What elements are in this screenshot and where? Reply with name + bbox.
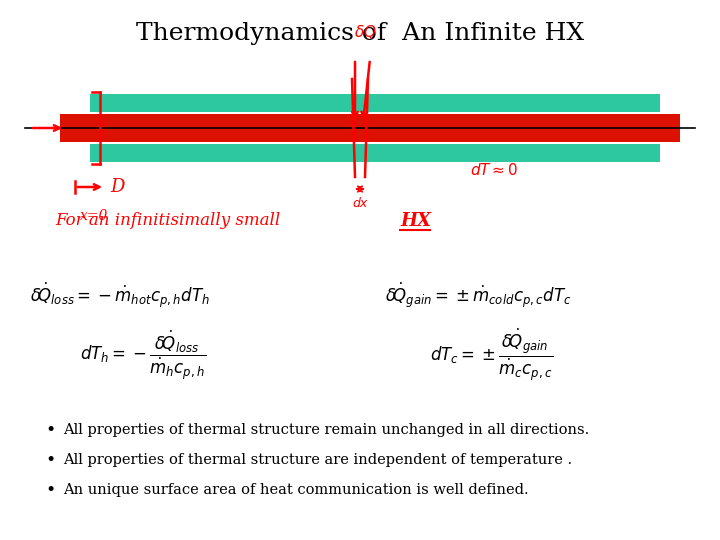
- Text: All properties of thermal structure are independent of temperature .: All properties of thermal structure are …: [63, 453, 572, 467]
- Text: $\delta\!\dot{Q}_{gain} = \pm\dot{m}_{cold}c_{p,c}dT_c$: $\delta\!\dot{Q}_{gain} = \pm\dot{m}_{co…: [385, 280, 572, 309]
- Bar: [60, 114, 680, 142]
- Text: $dT\approx 0$: $dT\approx 0$: [470, 162, 518, 178]
- Bar: [90, 94, 660, 112]
- Text: $dT_h = -\dfrac{\delta\!\dot{Q}_{loss}}{\dot{m}_h c_{p,h}}$: $dT_h = -\dfrac{\delta\!\dot{Q}_{loss}}{…: [80, 328, 206, 382]
- Text: D: D: [110, 178, 125, 196]
- Text: •: •: [45, 481, 55, 499]
- Text: •: •: [45, 421, 55, 439]
- Text: Thermodynamics of  An Infinite HX: Thermodynamics of An Infinite HX: [136, 22, 584, 45]
- Text: All properties of thermal structure remain unchanged in all directions.: All properties of thermal structure rema…: [63, 423, 589, 437]
- Text: •: •: [45, 451, 55, 469]
- Text: $dT_c = \pm\dfrac{\delta\!\dot{Q}_{gain}}{\dot{m}_c c_{p,c}}$: $dT_c = \pm\dfrac{\delta\!\dot{Q}_{gain}…: [430, 327, 553, 383]
- Bar: [90, 144, 660, 162]
- Text: x=0: x=0: [80, 209, 109, 223]
- Text: For an infinitisimally small: For an infinitisimally small: [55, 212, 280, 229]
- Text: An unique surface area of heat communication is well defined.: An unique surface area of heat communica…: [63, 483, 528, 497]
- Text: $\delta\!\dot{Q}_{loss} = -\dot{m}_{hot}c_{p,h}dT_h$: $\delta\!\dot{Q}_{loss} = -\dot{m}_{hot}…: [30, 280, 210, 309]
- Text: dx: dx: [352, 197, 368, 210]
- Text: HX: HX: [400, 212, 431, 230]
- Text: $\delta Q$: $\delta Q$: [354, 23, 377, 41]
